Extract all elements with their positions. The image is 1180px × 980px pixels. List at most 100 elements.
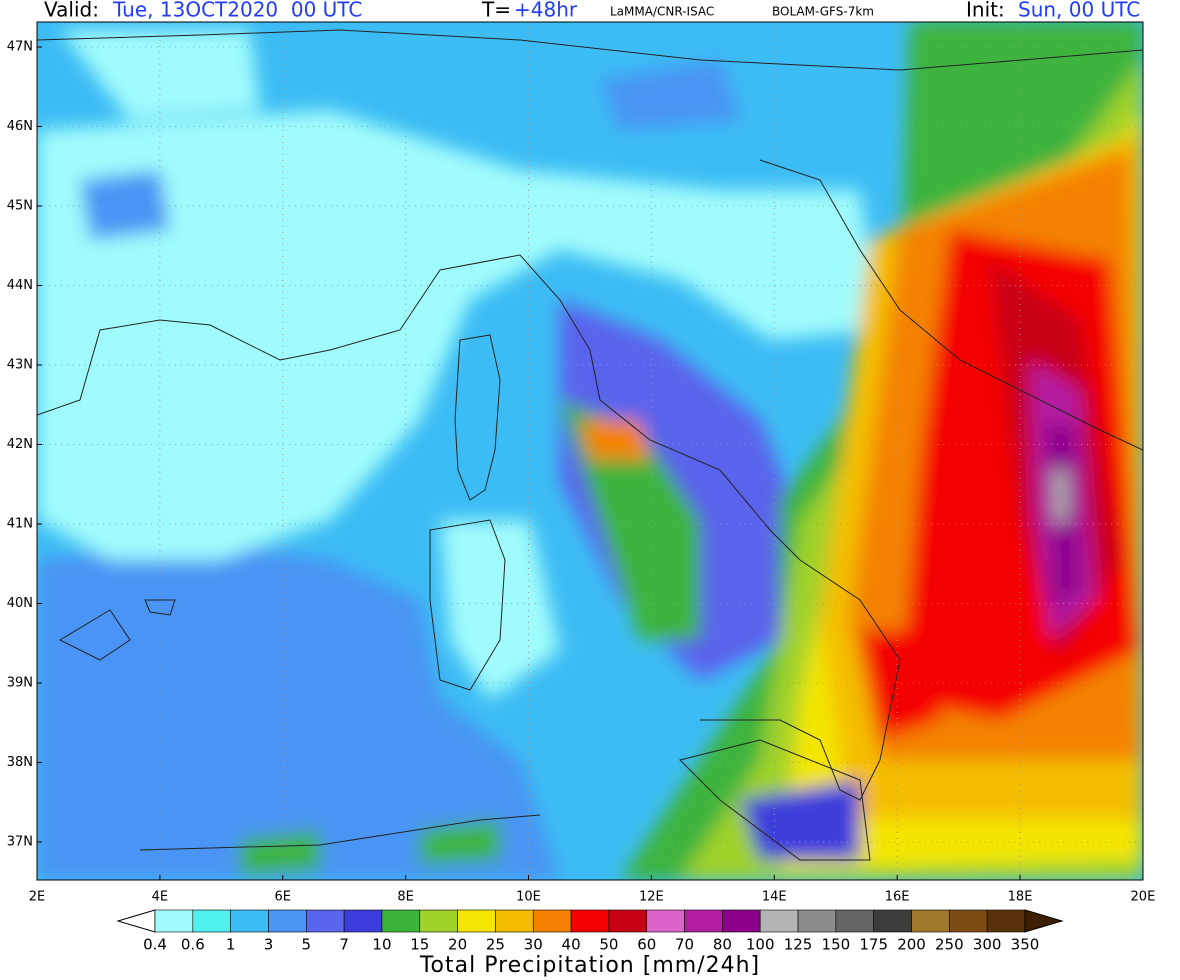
colorbar-box [457, 909, 496, 933]
colorbar-box [268, 909, 307, 933]
colorbar-title: Total Precipitation [mm/24h] [419, 953, 760, 978]
model: BOLAM-GFS-7km [772, 5, 874, 19]
init-label: Init: [966, 0, 1005, 22]
colorbar-level: 10 [372, 936, 391, 954]
colorbar-level: 50 [599, 936, 618, 954]
colorbar-box [495, 909, 534, 933]
colorbar-level: 300 [973, 936, 1002, 954]
grid [37, 22, 1143, 880]
precip-area [440, 520, 560, 700]
precip-area [240, 820, 500, 875]
colorbar-level: 80 [713, 936, 732, 954]
colorbar-level: 40 [562, 936, 581, 954]
colorbar-box [608, 909, 648, 933]
colorbar: 0.4 0.6 1 3 5 7 10 15 20 25 30 40 50 60 70 80 100 125 150 1… [116, 909, 1064, 954]
colorbar-box [532, 909, 572, 933]
lat-label: 37N [7, 835, 33, 850]
valid-value: Tue, 13OCT2020 00 UTC [112, 0, 362, 22]
init-value: Sun, 00 UTC [1018, 0, 1140, 22]
colorbar-level: 70 [675, 936, 694, 954]
colorbar-box [192, 909, 231, 933]
lon-label: 4E [152, 890, 169, 905]
colorbar-level: 0.4 [143, 936, 167, 954]
lat-label: 38N [7, 755, 33, 770]
colorbar-box [797, 909, 837, 933]
axes: 47N 46N 45N 44N 43N 42N 41N 40N 39N 38N 37N 2E 4E 6E 8… [7, 40, 1156, 905]
lon-label: 6E [275, 890, 292, 905]
colorbar-box [306, 909, 345, 933]
colorbar-box [230, 909, 269, 933]
colorbar-high-arrow [1024, 909, 1064, 933]
colorbar-level: 125 [784, 936, 813, 954]
colorbar-box [986, 909, 1026, 933]
colorbar-box [684, 909, 723, 933]
precip-area [37, 540, 560, 880]
precip-area [740, 780, 860, 860]
colorbar-level: 30 [524, 936, 543, 954]
lat-label: 41N [7, 517, 33, 532]
colorbar-level: 60 [637, 936, 656, 954]
colorbar-level: 100 [746, 936, 775, 954]
lon-label: 16E [885, 890, 910, 905]
colorbar-level: 7 [339, 936, 349, 954]
lon-label: 12E [639, 890, 664, 905]
colorbar-box [911, 909, 950, 933]
lon-label: 18E [1008, 890, 1033, 905]
precip-area [60, 30, 260, 120]
precip-area [580, 420, 650, 460]
field-blobs [37, 22, 1143, 880]
colorbar-box [835, 909, 874, 933]
colorbar-box [154, 909, 194, 933]
colorbar-level: 175 [859, 936, 888, 954]
source: LaMMA/CNR-ISAC [610, 5, 714, 19]
colorbar-level: 150 [822, 936, 851, 954]
colorbar-level: 250 [935, 936, 964, 954]
colorbar-box [759, 909, 799, 933]
header: Valid: Tue, 13OCT2020 00 UTC T= +48hr La… [44, 0, 1140, 22]
precip-area [37, 110, 880, 560]
colorbar-box [949, 909, 988, 933]
lat-label: 40N [7, 596, 33, 611]
colorbar-low-arrow [116, 909, 156, 933]
colorbar-box [381, 909, 421, 933]
lead-value: +48hr [514, 0, 578, 22]
lon-label: 2E [29, 890, 46, 905]
colorbar-level: 0.6 [181, 936, 205, 954]
coastlines [37, 29, 1143, 880]
colorbar-level: 15 [410, 936, 429, 954]
colorbar-level: 25 [486, 936, 505, 954]
lon-label: 8E [397, 890, 414, 905]
precip-field [37, 22, 1143, 880]
valid-label: Valid: [44, 0, 99, 22]
precip-area [1052, 470, 1068, 525]
lat-label: 45N [7, 199, 33, 214]
precip-area [240, 380, 360, 470]
colorbar-level: 3 [264, 936, 274, 954]
colorbar-level: 200 [897, 936, 926, 954]
colorbar-box [873, 909, 912, 933]
precip-area [80, 60, 740, 240]
lon-label: 14E [762, 890, 787, 905]
lat-label: 43N [7, 358, 33, 373]
colorbar-box [570, 909, 610, 933]
lat-label: 47N [7, 40, 33, 55]
colorbar-level: 20 [448, 936, 467, 954]
colorbar-box [722, 909, 761, 933]
colorbar-box [343, 909, 383, 933]
colorbar-level: 5 [302, 936, 312, 954]
precip-area [860, 630, 940, 740]
lat-label: 42N [7, 437, 33, 452]
colorbar-level: 350 [1011, 936, 1040, 954]
lat-label: 44N [7, 278, 33, 293]
lead-label: T= [481, 0, 511, 22]
lat-label: 46N [7, 119, 33, 134]
colorbar-box [419, 909, 458, 933]
colorbar-level: 1 [226, 936, 236, 954]
plot-frame [36, 21, 1144, 881]
lon-label: 20E [1131, 890, 1156, 905]
lon-label: 10E [516, 890, 541, 905]
lat-label: 39N [7, 676, 33, 691]
colorbar-box [646, 909, 685, 933]
